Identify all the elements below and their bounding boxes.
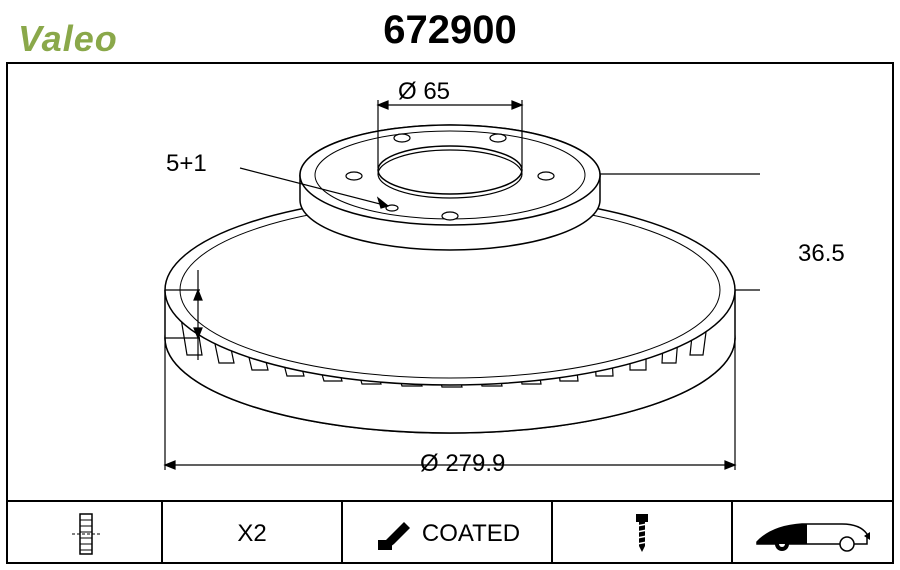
brake-disc-diagram (140, 70, 760, 490)
screw-icon (624, 512, 660, 556)
disc-side-icon (60, 512, 110, 556)
footer-disc-side (8, 510, 161, 558)
brand-logo: Valeo (18, 18, 118, 60)
footer-car-front (733, 510, 891, 558)
coated-label: COATED (422, 520, 520, 548)
car-front-icon (752, 514, 872, 554)
dim-height: 36.5 (798, 240, 845, 268)
footer-quantity: X2 (163, 510, 341, 558)
brush-icon (374, 516, 414, 552)
footer-screw (553, 510, 731, 558)
footer-coated: COATED (343, 510, 551, 558)
part-number: 672900 (383, 8, 516, 53)
quantity-label: X2 (237, 520, 266, 548)
logo-text: Valeo (18, 18, 118, 59)
